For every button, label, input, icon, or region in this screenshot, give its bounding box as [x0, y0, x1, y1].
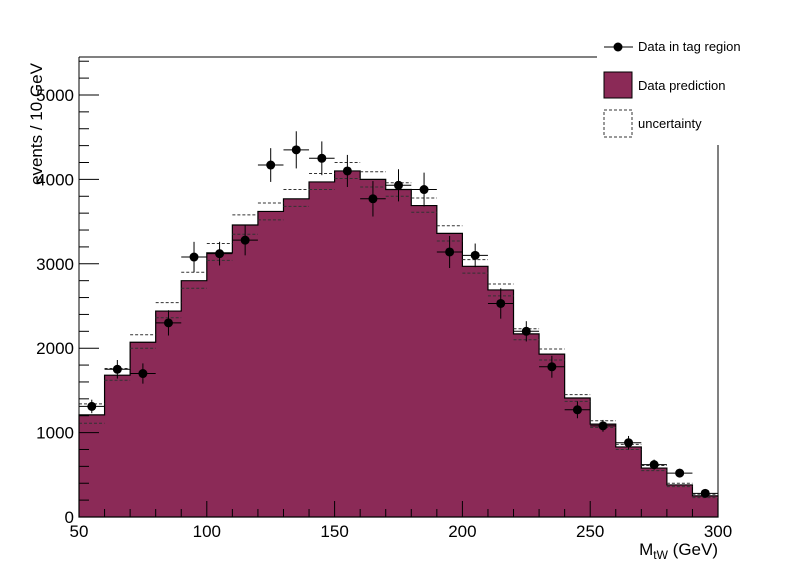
data-point [240, 235, 250, 245]
data-point [266, 160, 276, 170]
plot-frame [79, 56, 719, 517]
data-point [445, 247, 455, 257]
data-point [368, 194, 378, 204]
y-axis-title: events / 10 GeV [27, 62, 46, 185]
x-tick-label: 200 [448, 522, 476, 541]
prediction-histogram-area [78, 170, 719, 518]
data-point [700, 488, 710, 498]
y-tick-label: 3000 [36, 255, 74, 274]
legend-entry-uncertainty: uncertainty [603, 109, 702, 138]
x-tick-label: 150 [320, 522, 348, 541]
data-point [317, 153, 327, 163]
y-tick-label: 5000 [36, 86, 74, 105]
y-tick-label: 2000 [36, 339, 74, 358]
x-tick-label: 50 [70, 522, 89, 541]
x-tick-label: 250 [576, 522, 604, 541]
data-point [649, 460, 659, 470]
data-point [521, 326, 531, 336]
axes: 0 1000 2000 3000 4000 5000 50 100 150 200 250 300 [36, 57, 732, 541]
data-point [470, 250, 480, 260]
y-tick-label: 4000 [36, 170, 74, 189]
data-point [496, 298, 506, 308]
data-point [215, 249, 225, 259]
data-point [624, 438, 634, 448]
y-tick-label: 0 [65, 508, 74, 527]
data-points [79, 131, 718, 498]
data-point [138, 369, 148, 379]
legend-entry-data: Data in tag region [604, 39, 741, 54]
legend-prediction-swatch-icon [603, 71, 633, 99]
x-axis-title-main: M [639, 540, 653, 559]
legend-data-marker-icon [613, 42, 623, 52]
x-axis-title: MtW (GeV) [639, 540, 718, 562]
data-point [87, 401, 97, 411]
data-point [291, 145, 301, 155]
y-tick-label: 1000 [36, 424, 74, 443]
prediction-histogram [78, 170, 719, 518]
x-axis-title-sub: tW [653, 548, 668, 562]
x-tick-label: 300 [704, 522, 732, 541]
data-point [394, 180, 403, 190]
x-axis-title-unit: (GeV) [668, 540, 718, 559]
data-point [675, 468, 685, 478]
data-point [547, 362, 557, 372]
legend: Data in tag region Data prediction uncer… [603, 39, 741, 138]
legend-uncertainty-swatch-icon [603, 109, 633, 138]
data-point [112, 364, 122, 374]
legend-label-uncertainty: uncertainty [638, 116, 702, 131]
x-tick-label: 100 [193, 522, 221, 541]
data-point [163, 318, 173, 328]
legend-label-data: Data in tag region [638, 39, 741, 54]
legend-label-prediction: Data prediction [638, 78, 725, 93]
data-point [598, 421, 608, 431]
data-point [342, 166, 352, 176]
data-point [419, 185, 429, 195]
data-point [572, 405, 582, 415]
data-point [189, 252, 199, 262]
legend-entry-prediction: Data prediction [603, 71, 725, 99]
